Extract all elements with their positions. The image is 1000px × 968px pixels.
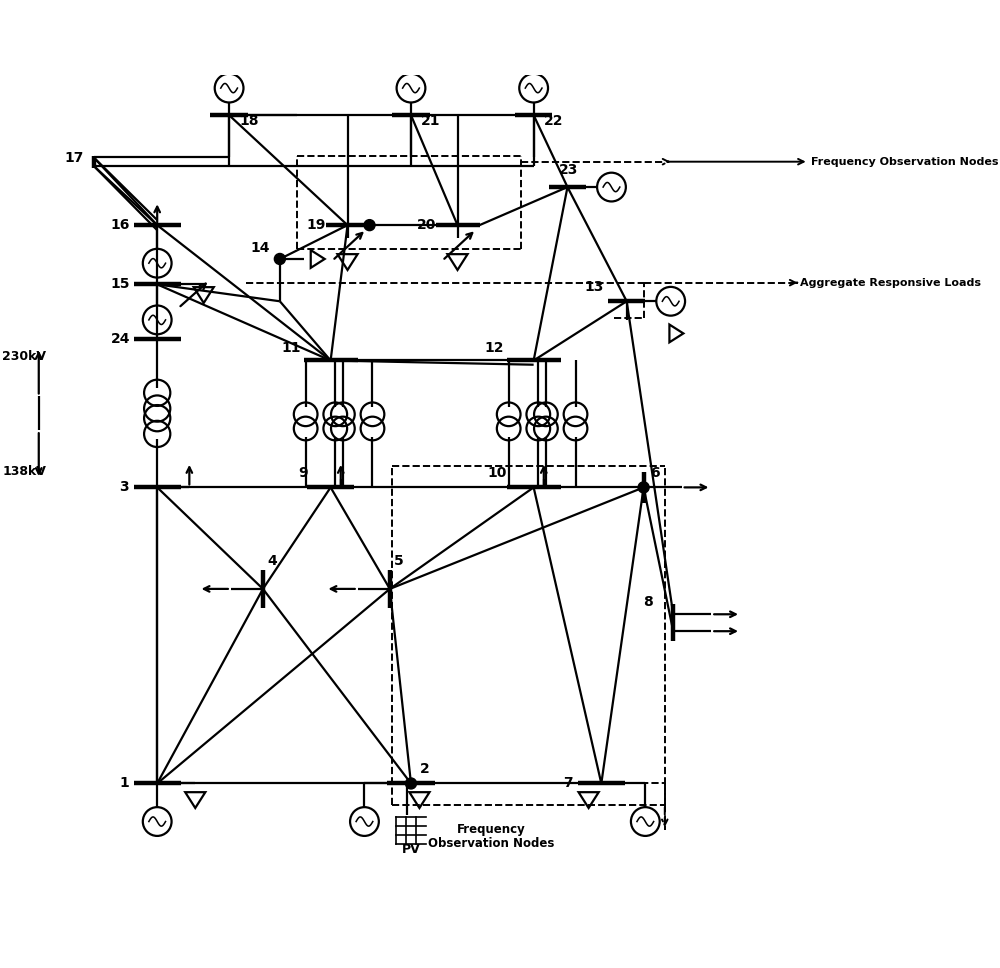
Text: Frequency: Frequency [457,823,526,835]
Text: 4: 4 [267,555,277,568]
Text: 3: 3 [119,480,129,495]
Text: 19: 19 [307,218,326,232]
Text: 1: 1 [119,776,129,791]
Text: 17: 17 [64,151,84,165]
Text: 18: 18 [239,114,259,129]
Text: 230kV: 230kV [2,350,46,364]
Circle shape [274,254,285,264]
Text: 10: 10 [487,467,506,480]
Circle shape [405,778,416,789]
Text: 7: 7 [563,776,573,791]
Text: 8: 8 [644,594,653,609]
Text: Frequency Observation Nodes: Frequency Observation Nodes [811,157,999,166]
Text: 23: 23 [559,164,578,177]
Text: 9: 9 [298,467,308,480]
Text: 15: 15 [111,278,130,291]
Text: 138kV: 138kV [2,465,46,477]
Text: PV: PV [402,843,420,856]
Text: 21: 21 [421,114,441,129]
Text: 11: 11 [282,341,301,355]
Text: 2: 2 [419,763,429,776]
Text: 5: 5 [394,555,404,568]
Text: 13: 13 [584,280,604,294]
Text: 16: 16 [111,218,130,232]
Text: 14: 14 [250,241,270,256]
Text: Aggregate Responsive Loads: Aggregate Responsive Loads [800,278,981,287]
Text: 12: 12 [485,341,504,355]
Text: 22: 22 [544,114,563,129]
Circle shape [364,220,375,230]
Text: 20: 20 [417,218,436,232]
Text: Observation Nodes: Observation Nodes [428,837,555,850]
Text: 6: 6 [650,467,660,480]
Circle shape [638,482,649,493]
Text: 24: 24 [111,332,130,347]
